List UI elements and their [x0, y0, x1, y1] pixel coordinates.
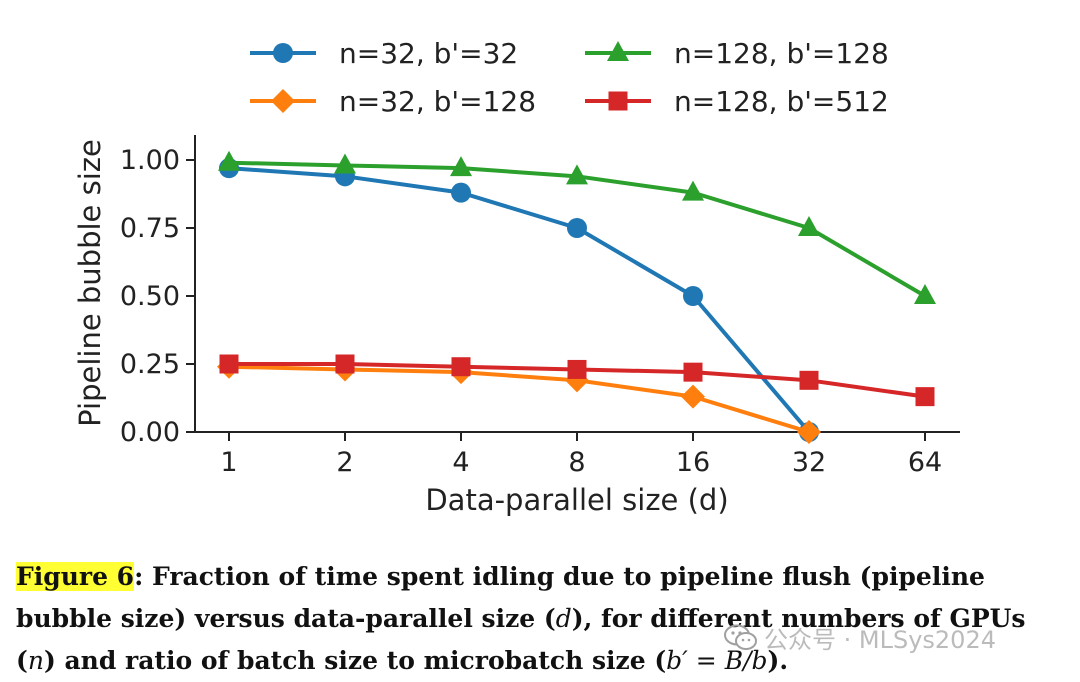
- y-tick-label: 0.50: [120, 281, 180, 312]
- x-tick-label: 2: [336, 447, 353, 478]
- data-point: [683, 362, 703, 382]
- caption-text-2: ), for different numbers of GPUs (: [16, 604, 1026, 675]
- data-point: [566, 164, 588, 185]
- y-tick-label: 1.00: [120, 145, 180, 176]
- data-point: [914, 284, 936, 304]
- caption-text-3: ) and ratio of batch size to microbatch …: [43, 646, 667, 675]
- x-tick-label: 8: [568, 447, 585, 478]
- data-point: [273, 43, 293, 63]
- y-tick-label: 0.25: [120, 349, 180, 380]
- caption-var-n: n: [27, 646, 44, 675]
- y-ticks: 0.00 0.25 0.50 0.75 1.00: [120, 145, 195, 448]
- data-point: [607, 41, 629, 61]
- line-chart: n=32, b'=32 n=128, b'=128 n=32, b'=128 n=12…: [73, 37, 960, 517]
- legend-item: n=128, b'=512: [585, 85, 889, 118]
- x-tick-label: 32: [792, 447, 826, 478]
- series-0: [219, 158, 819, 442]
- x-axis-title: Data-parallel size (d): [425, 483, 728, 517]
- y-tick-label: 0.75: [120, 213, 180, 244]
- data-point: [450, 156, 472, 177]
- data-point: [608, 91, 628, 111]
- data-point: [799, 370, 819, 390]
- y-axis-title: Pipeline bubble size: [73, 139, 107, 427]
- data-point: [682, 180, 704, 201]
- data-point: [451, 357, 471, 377]
- data-point: [271, 89, 295, 113]
- x-tick-label: 4: [452, 447, 469, 478]
- series-line: [228, 166, 811, 434]
- series-group: [217, 150, 936, 444]
- figure-caption: Figure 6: Fraction of time spent idling …: [16, 556, 1066, 682]
- data-point: [219, 354, 239, 374]
- legend-item: n=32, b'=128: [250, 85, 536, 118]
- caption-text-1: : Fraction of time spent idling due to p…: [16, 562, 985, 633]
- y-tick-label: 0.00: [120, 417, 180, 448]
- data-point: [798, 216, 820, 236]
- data-point: [683, 286, 703, 306]
- series-3: [219, 354, 935, 407]
- legend-label: n=32, b'=32: [339, 37, 518, 70]
- series-1: [218, 150, 936, 304]
- x-tick-label: 16: [676, 447, 710, 478]
- caption-text-4: ).: [767, 646, 789, 675]
- legend-item: n=128, b'=128: [585, 37, 889, 70]
- data-point: [915, 387, 935, 407]
- x-tick-label: 1: [220, 447, 237, 478]
- watermark-text: 公众号 · MLSys2024: [764, 626, 996, 654]
- legend-item: n=32, b'=32: [250, 37, 518, 70]
- caption-var-d: d: [555, 604, 572, 633]
- x-ticks: 1 2 4 8 16 32 64: [220, 432, 942, 478]
- x-tick-label: 64: [908, 447, 942, 478]
- data-point: [334, 153, 356, 174]
- caption-formula: b′ = B/b: [666, 646, 768, 675]
- data-point: [335, 354, 355, 374]
- data-point: [567, 359, 587, 379]
- wechat-icon: [724, 624, 757, 650]
- data-point: [797, 420, 821, 444]
- legend-label: n=32, b'=128: [339, 85, 536, 118]
- series-line: [228, 364, 810, 434]
- figure-label: Figure 6: [16, 562, 135, 591]
- legend-label: n=128, b'=512: [674, 85, 889, 118]
- data-point: [451, 182, 471, 203]
- legend-label: n=128, b'=128: [674, 37, 889, 70]
- data-point: [218, 150, 240, 171]
- data-point: [567, 218, 587, 238]
- legend: n=32, b'=32 n=128, b'=128 n=32, b'=128 n=12…: [250, 37, 889, 118]
- data-point: [681, 384, 705, 409]
- watermark: 公众号 · MLSys2024: [724, 620, 996, 655]
